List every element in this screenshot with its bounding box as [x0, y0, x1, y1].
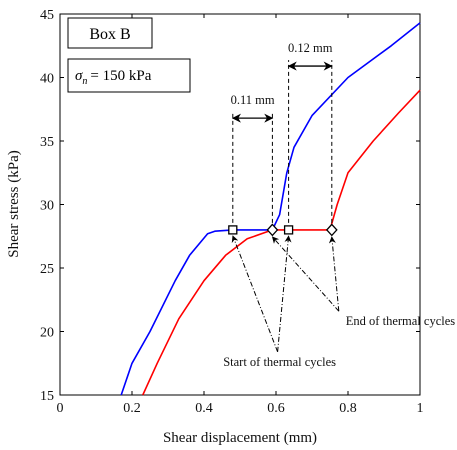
- marker-layer: [228, 223, 338, 237]
- y-tick-label: 25: [40, 262, 54, 277]
- annotation-start-text: Start of thermal cycles: [223, 355, 336, 369]
- interval-label: 0.12 mm: [288, 41, 333, 55]
- interval-layer: 0.11 mm 0.12 mm: [231, 41, 333, 230]
- sigma-symbol: σ: [75, 68, 83, 84]
- end-leader-line: [328, 236, 340, 312]
- callout-layer: End of thermal cycles Start of thermal cy…: [223, 235, 455, 369]
- sigma-subscript: n: [82, 76, 87, 87]
- tick-labels: 0 0.2 0.4 0.6 0.8 1 15 20 25 30 35 40 45: [40, 8, 424, 416]
- series-line-1: [120, 22, 421, 396]
- axis-ticks: [59, 13, 421, 396]
- normal-stress-value: = 150 kPa: [90, 68, 151, 84]
- x-tick-label: 0.4: [195, 401, 213, 416]
- info-box: Box B σn = 150 kPa: [67, 17, 191, 93]
- y-tick-label: 20: [40, 326, 54, 341]
- y-tick-label: 40: [40, 72, 54, 87]
- y-tick-label: 15: [40, 389, 54, 404]
- square-marker: [228, 225, 238, 235]
- square-marker: [283, 225, 294, 235]
- y-tick-label: 35: [40, 135, 54, 150]
- end-leader-line: [271, 236, 340, 312]
- x-tick-label: 0.8: [339, 401, 357, 416]
- start-leader-line: [277, 235, 292, 352]
- x-tick-label: 0.6: [267, 401, 285, 416]
- start-leader-line: [231, 235, 279, 352]
- diamond-marker: [266, 223, 279, 237]
- normal-stress-label: σn = 150 kPa: [75, 68, 152, 87]
- interval-label: 0.11 mm: [231, 93, 275, 107]
- series-line-2: [142, 89, 421, 396]
- x-tick-label: 0.2: [123, 401, 141, 416]
- diamond-marker: [325, 223, 338, 237]
- y-tick-label: 30: [40, 199, 54, 214]
- box-title: Box B: [89, 26, 130, 43]
- stress-box-frame: [67, 58, 191, 93]
- annotation-end-text: End of thermal cycles: [346, 314, 455, 328]
- y-axis-label: Shear stress (kPa): [6, 150, 22, 257]
- box-title-frame: [67, 17, 153, 49]
- x-axis-label: Shear displacement (mm): [163, 430, 317, 446]
- x-tick-label: 0: [57, 401, 64, 416]
- x-tick-label: 1: [417, 401, 424, 416]
- y-tick-label: 45: [40, 8, 54, 23]
